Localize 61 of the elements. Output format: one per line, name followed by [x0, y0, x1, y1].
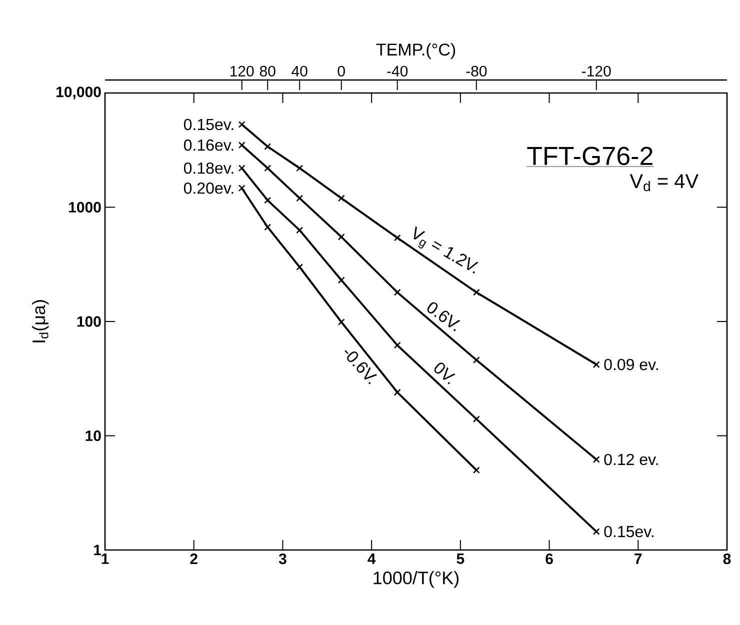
text: 120 — [230, 66, 254, 76]
text: -40 — [387, 66, 408, 76]
point — [472, 356, 480, 364]
text: V$_{g}$ = 1.2V. — [414, 226, 478, 274]
point — [394, 388, 401, 396]
text: TFT-G76-2 — [527, 146, 652, 166]
point — [592, 528, 600, 536]
annotation: 0.12 ev. — [604, 454, 658, 466]
point — [264, 224, 272, 231]
point — [472, 288, 480, 296]
y-tick-label: 10,000 — [56, 86, 101, 100]
y-tick-label: 1000 — [69, 202, 101, 213]
point — [472, 466, 480, 474]
point — [338, 318, 345, 326]
annotation: 0.20ev. — [184, 182, 234, 194]
y-tick-label: 10 — [86, 430, 101, 442]
point — [238, 142, 246, 149]
point — [296, 194, 304, 202]
point — [394, 288, 401, 296]
x-tick-label: 8 — [723, 554, 731, 564]
annotation: 0.15ev. — [604, 526, 654, 538]
x-tick-label: 1 — [102, 554, 109, 564]
point — [394, 342, 401, 349]
x-axis-title: 1000/T(°K) — [374, 571, 458, 588]
point — [338, 276, 345, 284]
y-tick-label: 100 — [77, 316, 101, 327]
x-tick-label: 7 — [634, 554, 642, 564]
x-tick-label: 4 — [368, 554, 376, 564]
point — [338, 194, 345, 202]
point — [264, 164, 272, 172]
point — [472, 416, 480, 423]
text: 0V. — [434, 362, 456, 384]
x-tick-label: 5 — [456, 554, 464, 564]
annotation: 0.16ev. — [184, 139, 234, 151]
point — [238, 121, 246, 128]
annotation: 0.18ev. — [184, 162, 234, 174]
text: 80 — [260, 66, 276, 76]
point — [264, 143, 272, 150]
point — [338, 233, 345, 240]
point — [264, 196, 272, 204]
x-tick-label: 6 — [546, 554, 553, 564]
x2-axis-title: TEMP.(°C) — [376, 43, 456, 59]
text: 0 — [338, 66, 345, 76]
point — [296, 164, 304, 172]
point — [394, 234, 401, 242]
text: -120 — [582, 66, 611, 76]
text: 40 — [292, 66, 308, 76]
annotation: 0.09 ev. — [604, 358, 658, 370]
text: V$_{d}$ = 4V — [630, 174, 698, 192]
y-tick-label: 1 — [94, 544, 102, 556]
point — [296, 226, 304, 234]
annotation: 0.15ev. — [184, 118, 234, 130]
point — [592, 456, 600, 463]
x-tick-label: 3 — [278, 554, 286, 564]
point — [592, 361, 600, 368]
point — [238, 184, 246, 192]
x-tick-label: 2 — [190, 554, 198, 564]
point — [296, 264, 304, 270]
y-axis-title: I$_{d}$(μa) — [32, 300, 49, 342]
text: -80 — [466, 66, 487, 76]
point — [238, 164, 246, 172]
